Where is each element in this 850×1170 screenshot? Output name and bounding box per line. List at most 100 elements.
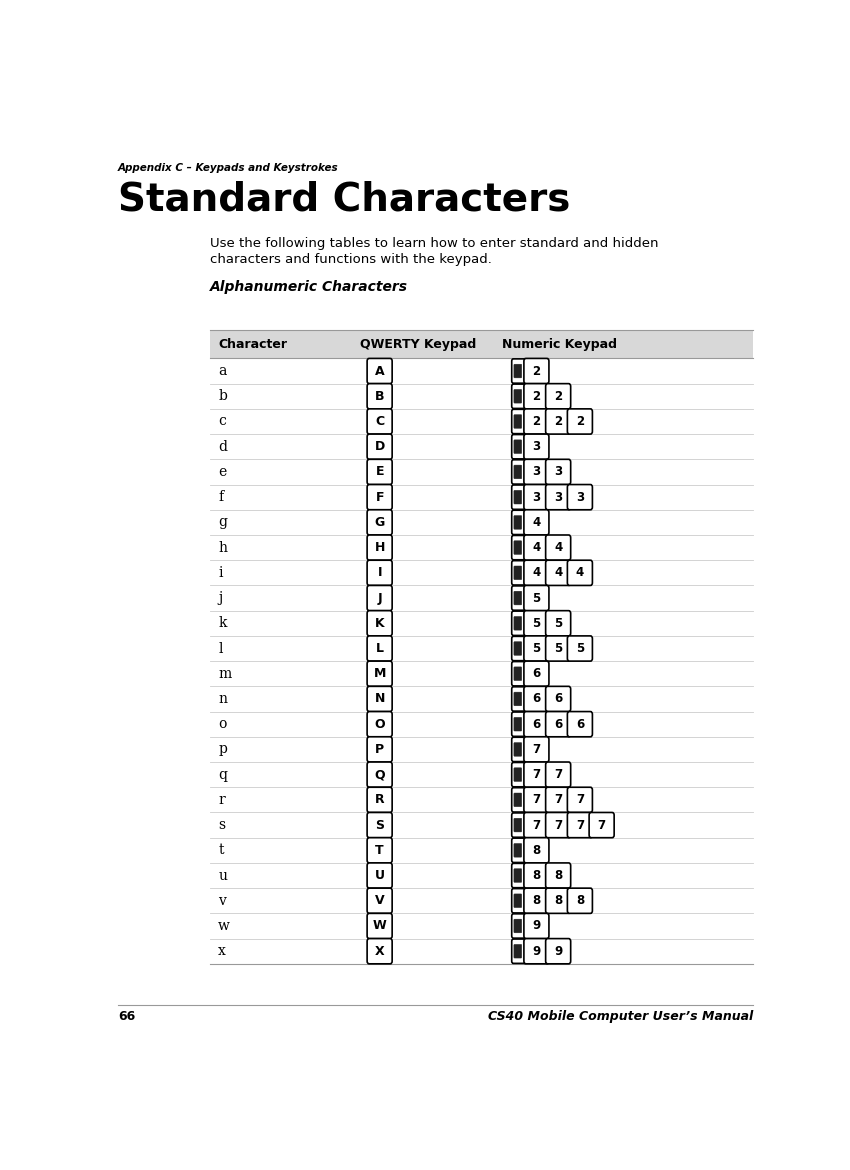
FancyBboxPatch shape (514, 541, 522, 555)
Text: 6: 6 (532, 717, 541, 731)
Text: 4: 4 (554, 566, 563, 579)
Text: G: G (375, 516, 385, 529)
Text: F: F (376, 490, 384, 503)
Text: 66: 66 (118, 1010, 135, 1023)
FancyBboxPatch shape (514, 743, 522, 756)
FancyBboxPatch shape (367, 914, 392, 938)
Text: 7: 7 (554, 819, 562, 832)
FancyBboxPatch shape (367, 812, 392, 838)
Text: P: P (375, 743, 384, 756)
FancyBboxPatch shape (524, 535, 549, 560)
Text: 5: 5 (554, 642, 563, 655)
Text: W: W (373, 920, 387, 932)
Text: f: f (218, 490, 224, 504)
Text: 4: 4 (575, 566, 584, 579)
Text: 5: 5 (575, 642, 584, 655)
Text: 2: 2 (554, 390, 562, 402)
FancyBboxPatch shape (546, 535, 570, 560)
FancyBboxPatch shape (524, 434, 549, 460)
FancyBboxPatch shape (546, 408, 570, 434)
Text: k: k (218, 617, 227, 631)
FancyBboxPatch shape (524, 585, 549, 611)
FancyBboxPatch shape (546, 711, 570, 737)
FancyBboxPatch shape (512, 486, 527, 509)
FancyBboxPatch shape (514, 844, 522, 858)
FancyBboxPatch shape (367, 863, 392, 888)
Text: q: q (218, 768, 227, 782)
FancyBboxPatch shape (512, 940, 527, 963)
FancyBboxPatch shape (512, 434, 527, 459)
Text: L: L (376, 642, 383, 655)
FancyBboxPatch shape (514, 641, 522, 655)
Text: Appendix C – Keypads and Keystrokes: Appendix C – Keypads and Keystrokes (118, 163, 339, 173)
Text: 8: 8 (554, 869, 563, 882)
Text: E: E (376, 466, 384, 479)
Text: characters and functions with the keypad.: characters and functions with the keypad… (210, 253, 492, 266)
FancyBboxPatch shape (524, 636, 549, 661)
FancyBboxPatch shape (546, 384, 570, 408)
FancyBboxPatch shape (568, 484, 592, 510)
FancyBboxPatch shape (546, 611, 570, 636)
FancyBboxPatch shape (546, 938, 570, 964)
Text: n: n (218, 691, 227, 706)
Text: T: T (376, 844, 384, 856)
FancyBboxPatch shape (524, 787, 549, 812)
Text: c: c (218, 414, 226, 428)
Text: J: J (377, 592, 382, 605)
Text: x: x (218, 944, 226, 958)
FancyBboxPatch shape (514, 440, 522, 454)
Text: d: d (218, 440, 227, 454)
FancyBboxPatch shape (367, 484, 392, 510)
Text: 7: 7 (598, 819, 606, 832)
FancyBboxPatch shape (568, 888, 592, 914)
Text: K: K (375, 617, 384, 629)
Text: 7: 7 (554, 769, 562, 782)
Text: Use the following tables to learn how to enter standard and hidden: Use the following tables to learn how to… (210, 236, 659, 250)
FancyBboxPatch shape (514, 591, 522, 605)
FancyBboxPatch shape (367, 737, 392, 762)
FancyBboxPatch shape (512, 838, 527, 862)
Text: 8: 8 (532, 869, 541, 882)
FancyBboxPatch shape (367, 611, 392, 636)
Text: Standard Characters: Standard Characters (118, 181, 570, 219)
Text: 4: 4 (532, 516, 541, 529)
FancyBboxPatch shape (512, 586, 527, 611)
Text: 3: 3 (532, 440, 541, 453)
Text: 7: 7 (532, 743, 541, 756)
FancyBboxPatch shape (367, 888, 392, 914)
Text: 6: 6 (532, 693, 541, 706)
FancyBboxPatch shape (367, 585, 392, 611)
Text: X: X (375, 944, 384, 958)
Bar (210, 330, 753, 358)
Text: 2: 2 (532, 365, 541, 378)
FancyBboxPatch shape (524, 888, 549, 914)
FancyBboxPatch shape (367, 434, 392, 460)
Text: 7: 7 (532, 769, 541, 782)
Text: 6: 6 (554, 717, 563, 731)
Text: 2: 2 (575, 415, 584, 428)
FancyBboxPatch shape (524, 838, 549, 863)
FancyBboxPatch shape (367, 938, 392, 964)
Text: r: r (218, 793, 225, 807)
Text: l: l (218, 641, 223, 655)
FancyBboxPatch shape (367, 510, 392, 535)
FancyBboxPatch shape (568, 560, 592, 585)
Text: V: V (375, 894, 384, 907)
FancyBboxPatch shape (514, 920, 522, 932)
Text: i: i (218, 566, 223, 580)
Text: A: A (375, 365, 384, 378)
FancyBboxPatch shape (512, 636, 527, 661)
Text: 9: 9 (554, 944, 563, 958)
FancyBboxPatch shape (367, 636, 392, 661)
FancyBboxPatch shape (512, 611, 527, 635)
Text: 3: 3 (554, 466, 562, 479)
FancyBboxPatch shape (512, 687, 527, 711)
FancyBboxPatch shape (524, 762, 549, 787)
FancyBboxPatch shape (546, 762, 570, 787)
Text: 4: 4 (532, 566, 541, 579)
Text: 4: 4 (532, 541, 541, 555)
Text: CS40 Mobile Computer User’s Manual: CS40 Mobile Computer User’s Manual (488, 1010, 753, 1023)
Text: 6: 6 (575, 717, 584, 731)
Text: h: h (218, 541, 227, 555)
FancyBboxPatch shape (512, 460, 527, 484)
